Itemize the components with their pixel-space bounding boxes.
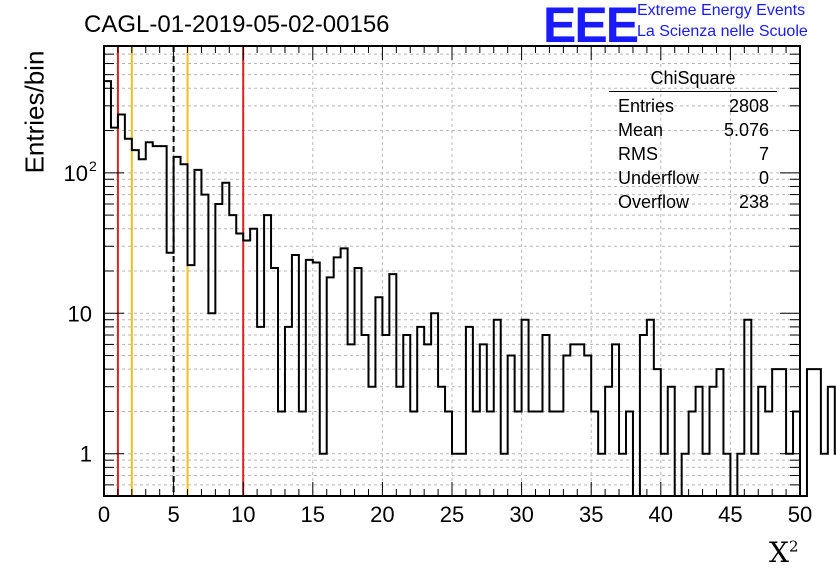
reference-lines — [116, 46, 245, 496]
stat-value: 238 — [738, 192, 769, 212]
stat-value: 2808 — [728, 96, 769, 116]
stat-label: Overflow — [618, 192, 690, 212]
stat-row-overflow: Overflow 238 — [609, 190, 777, 214]
x-tick-label: 20 — [370, 502, 394, 527]
x-tick-label: 0 — [98, 502, 110, 527]
x-tick-labels: 0 5 10 15 20 25 30 35 40 45 50 — [98, 502, 812, 527]
stat-row-mean: Mean 5.076 — [609, 118, 777, 142]
x-tick-label: 50 — [788, 502, 812, 527]
stat-row-underflow: Underflow 0 — [609, 166, 777, 190]
y-tick-label: 10 — [68, 301, 92, 326]
axis-ticks — [103, 45, 801, 497]
x-tick-label: 30 — [509, 502, 533, 527]
stat-value: 0 — [758, 168, 769, 188]
y-tick-label: 10 — [64, 161, 88, 186]
stats-box: ChiSquare Entries 2808 Mean 5.076 RMS 7 Und… — [609, 68, 777, 214]
x-tick-label: 10 — [231, 502, 255, 527]
x-tick-label: 15 — [301, 502, 325, 527]
stat-label: Mean — [618, 120, 664, 140]
logo-tagline-2: La Scienza nelle Scuole — [637, 23, 808, 40]
stat-value: 7 — [758, 144, 769, 164]
stat-row-entries: Entries 2808 — [609, 94, 777, 118]
stat-label: Entries — [618, 96, 675, 116]
stat-label: RMS — [618, 144, 658, 164]
x-tick-label: 35 — [579, 502, 603, 527]
x-axis-label-exponent: 2 — [788, 537, 799, 556]
stats-box-title: ChiSquare — [609, 68, 777, 92]
x-tick-label: 40 — [649, 502, 673, 527]
histogram-outline — [103, 80, 836, 497]
y-tick-label-exponent: 2 — [89, 158, 97, 174]
stat-label: Underflow — [618, 168, 700, 188]
x-tick-label: 45 — [718, 502, 742, 527]
y-tick-label: 1 — [80, 442, 92, 467]
run-title: CAGL-01-2019-05-02-00156 — [84, 11, 390, 38]
stat-row-rms: RMS 7 — [609, 142, 777, 166]
x-axis-label: X2 — [769, 536, 798, 569]
eee-logo-mark: EEE — [543, 0, 639, 53]
x-tick-label: 25 — [440, 502, 464, 527]
x-axis-label-base: X — [769, 536, 789, 569]
logo-tagline-1: Extreme Energy Events — [637, 2, 806, 19]
x-tick-label: 5 — [167, 502, 179, 527]
stat-value: 5.076 — [723, 120, 769, 140]
y-axis-label: Entries/bin — [19, 50, 50, 174]
